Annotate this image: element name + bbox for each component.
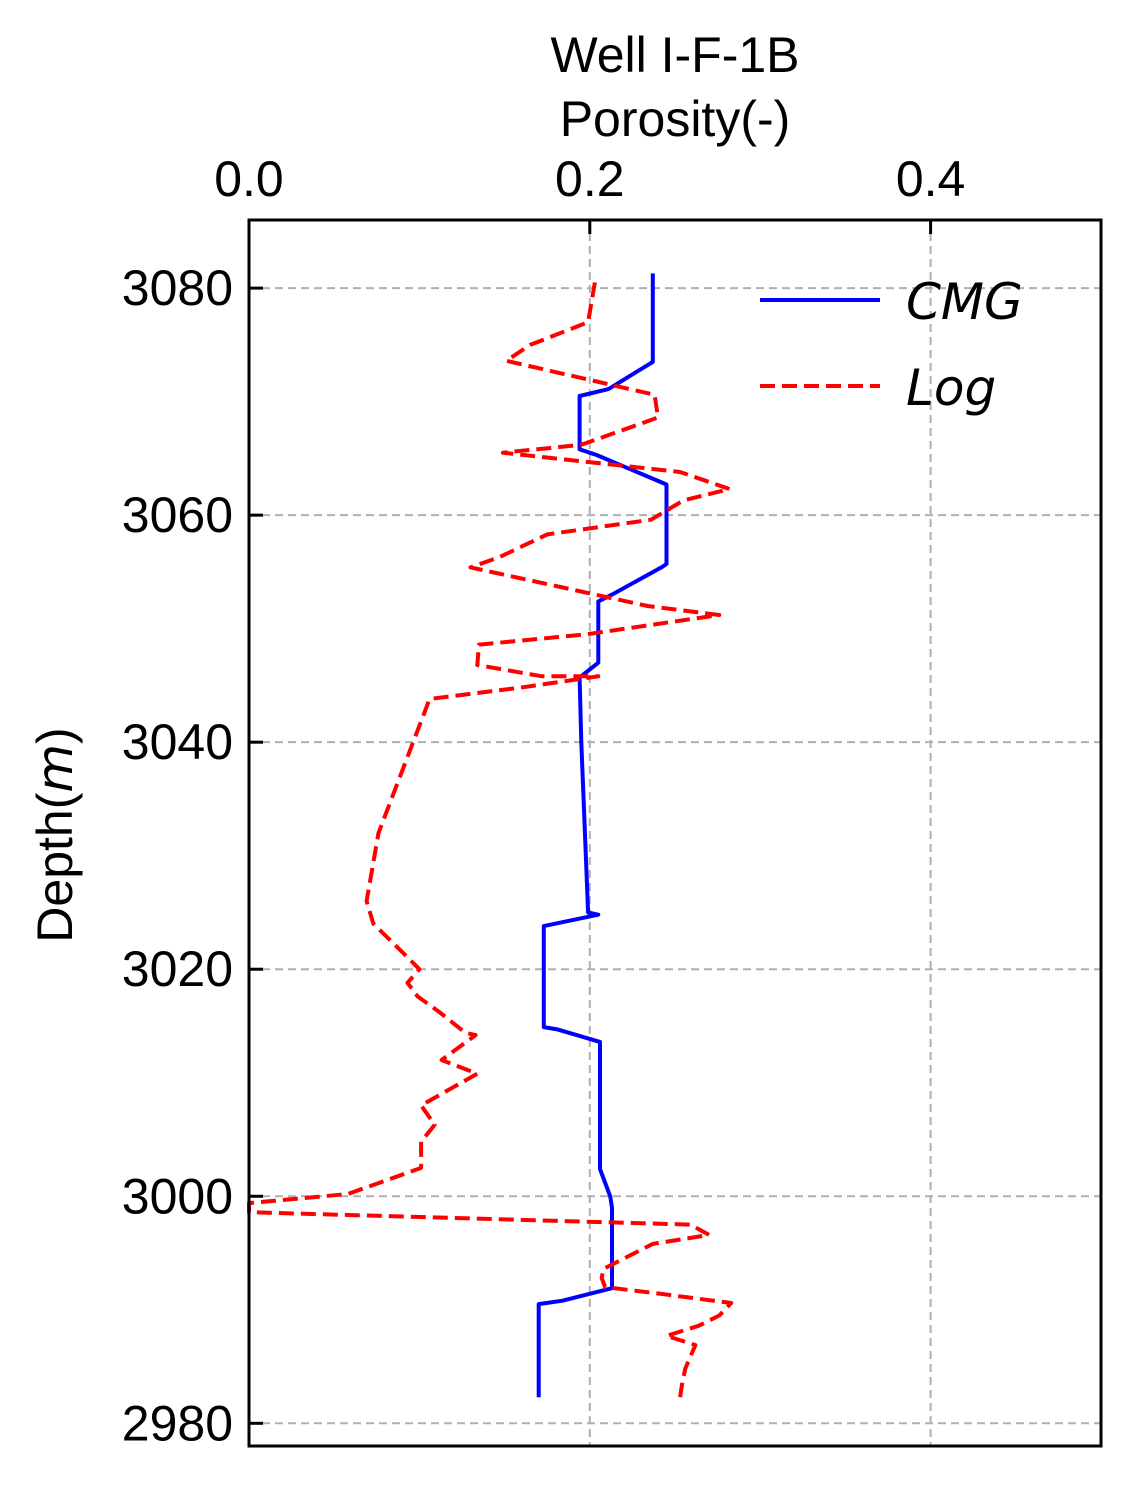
y-axis-label-prefix: Depth(	[27, 792, 83, 942]
axis-ticks: 0.0 0.2 0.4 2980 3000 3020 3040 3060 3080	[122, 151, 966, 1451]
y-axis-label: Depth(m)	[26, 727, 84, 942]
series-line-cmg	[536, 273, 669, 1398]
y-tick-label: 2980	[122, 1395, 233, 1451]
x-tick-label: 0.0	[214, 151, 284, 207]
x-tick-label: 0.4	[896, 151, 966, 207]
series-line-log	[247, 282, 734, 1398]
legend-label-log: Log	[906, 359, 996, 417]
y-tick-label: 3060	[122, 487, 233, 543]
y-axis-label-unit: m	[26, 744, 84, 793]
legend: CMG Log	[760, 273, 1023, 417]
y-tick-label: 3080	[122, 260, 233, 316]
y-tick-label: 3000	[122, 1168, 233, 1224]
plot-frame	[247, 218, 1103, 1448]
y-tick-label: 3040	[122, 714, 233, 770]
grid	[249, 220, 1101, 1446]
y-axis-label-suffix: )	[27, 727, 83, 744]
legend-label-cmg: CMG	[906, 273, 1023, 331]
series-lines	[247, 273, 734, 1398]
x-tick-label: 0.2	[555, 151, 625, 207]
chart-title: Well I-F-1B	[550, 27, 799, 83]
y-tick-label: 3020	[122, 941, 233, 997]
x-axis-label: Porosity(-)	[560, 91, 791, 147]
